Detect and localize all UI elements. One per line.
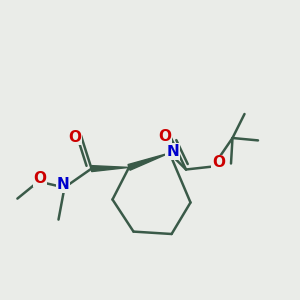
Polygon shape [128,153,169,170]
Polygon shape [92,166,129,172]
Text: O: O [212,155,225,170]
Text: O: O [68,130,82,145]
Text: O: O [158,129,171,144]
Text: N: N [57,177,69,192]
Text: O: O [33,171,46,186]
Text: N: N [166,144,179,159]
